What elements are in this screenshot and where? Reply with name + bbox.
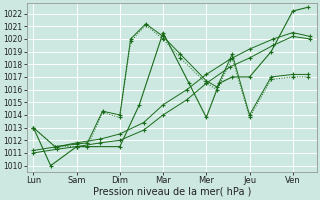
X-axis label: Pression niveau de la mer( hPa ): Pression niveau de la mer( hPa ) bbox=[92, 187, 251, 197]
